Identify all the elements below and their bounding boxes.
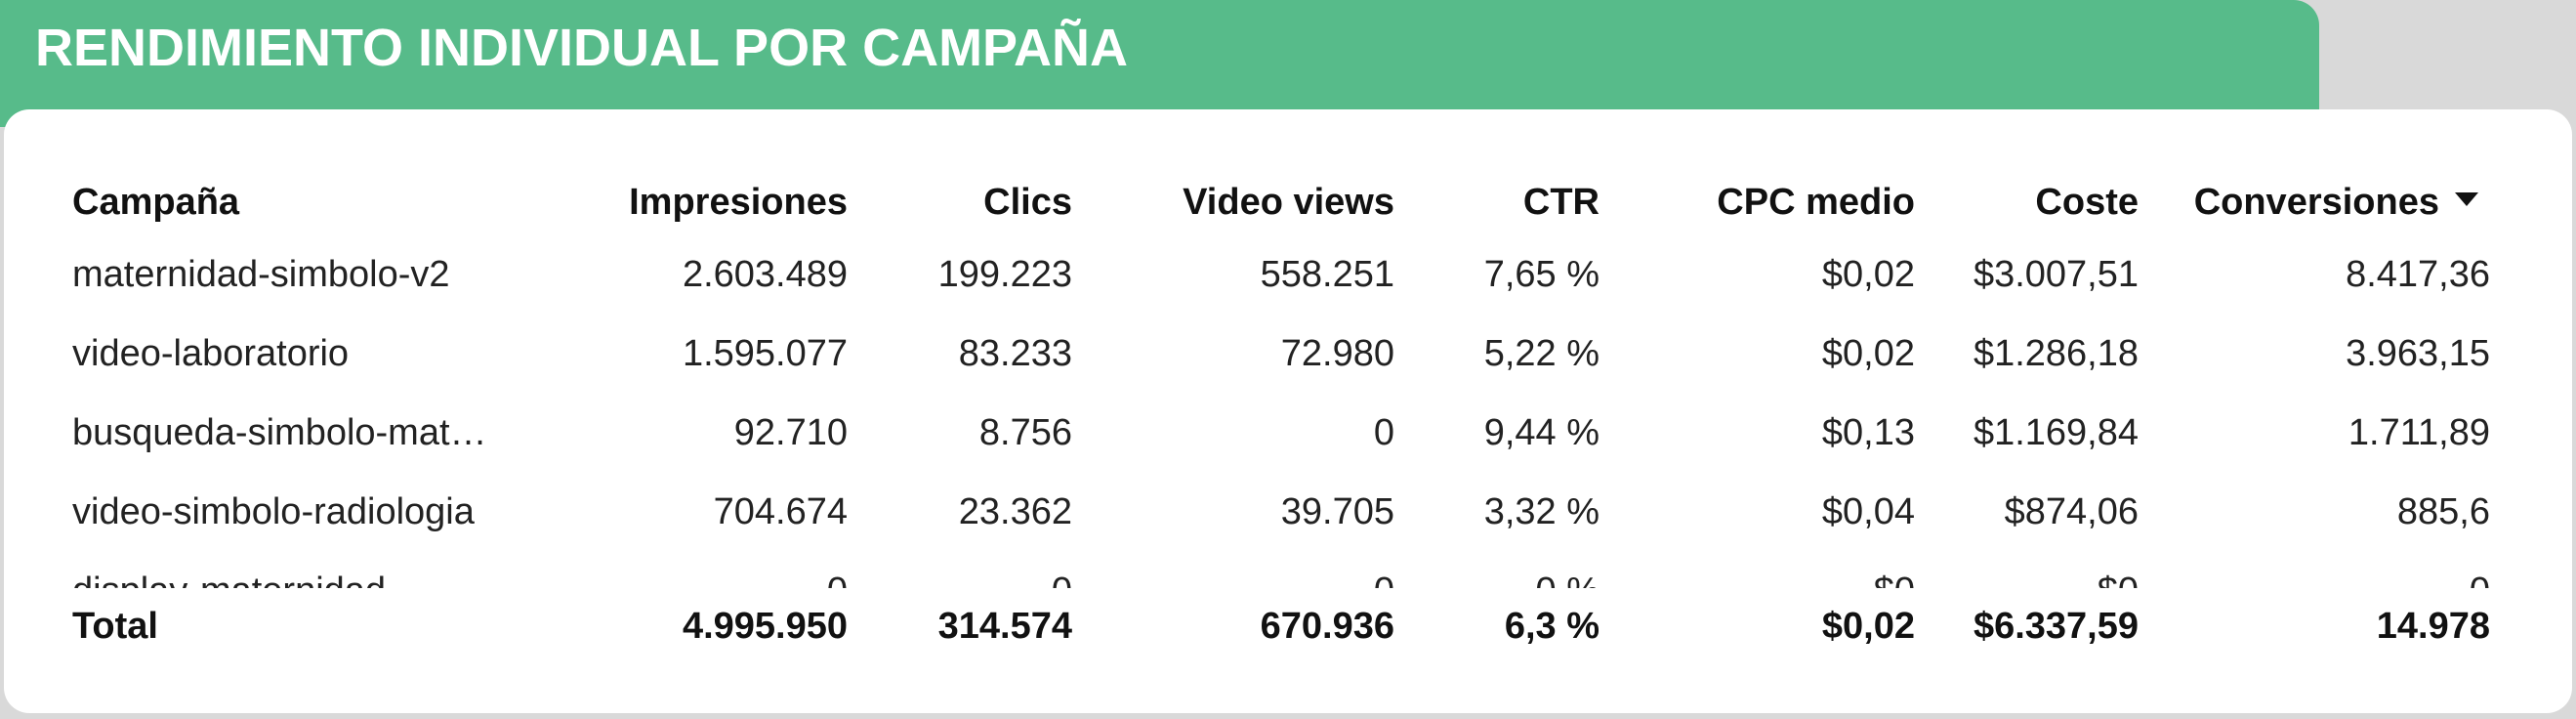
table-cell: display-maternidad [72,569,386,588]
table-cell: 8.417,36 [2346,254,2490,295]
table-cell: 8.756 [978,412,1072,453]
table-cell: 558.251 [1260,254,1394,295]
table-cell: 0 [1052,569,1072,588]
column-header[interactable]: Conversiones [2193,182,2439,223]
table-cell: busqueda-simbolo-mat… [72,412,487,453]
total-cell: 14.978 [2376,606,2490,647]
table-cell: 0 [1374,569,1394,588]
column-header[interactable]: Clics [983,182,1072,223]
table-cell: 1.595.077 [682,333,848,374]
table-card: maternidad-simbolo-v2 2.603.489 199.223 558… [4,109,2572,713]
table-cell: 3,32 % [1483,491,1600,532]
table-cell: 3.963,15 [2346,333,2490,374]
total-cell: 314.574 [937,606,1072,647]
table-cell: 2.603.489 [682,254,848,295]
total-cell: Total [72,606,158,647]
table-cell: 23.362 [958,491,1072,532]
total-cell: 670.936 [1260,606,1394,647]
table-cell: $1.169,84 [1973,412,2139,453]
table-cell: $3.007,51 [1973,254,2139,295]
table-cell: $0 [2098,569,2139,588]
total-cell: $0,02 [1821,606,1915,647]
total-cell: 6,3 % [1504,606,1600,647]
table-cell: 9,44 % [1483,412,1600,453]
total-cell: $6.337,59 [1973,606,2139,647]
title: RENDIMIENTO INDIVIDUAL POR CAMPAÑA [35,19,1129,77]
column-header[interactable]: CPC medio [1717,182,1915,223]
table-cell: $874,06 [2004,491,2139,532]
table-cell: 0 % [1536,569,1600,588]
table-cell: $0,13 [1821,412,1915,453]
table-cell: 1.711,89 [2347,412,2490,453]
table-cell: video-laboratorio [72,333,350,374]
table-cell: 0 [2470,569,2490,588]
sort-arrow[interactable] [2455,192,2478,206]
table-cell: $1.286,18 [1973,333,2139,374]
column-header[interactable]: CTR [1522,182,1600,223]
table-cell: maternidad-simbolo-v2 [72,254,450,295]
table-cell: 72.980 [1280,333,1394,374]
table-cell: $0,04 [1821,491,1915,532]
title-banner: RENDIMIENTO INDIVIDUAL POR CAMPAÑA [0,0,2319,127]
table-cell: 199.223 [937,254,1072,295]
table-cell: 92.710 [733,412,848,453]
column-header[interactable]: Campaña [72,182,240,223]
table-cell: 0 [827,569,848,588]
table-cell: 885,6 [2396,491,2490,532]
table-cell: 7,65 % [1483,254,1600,295]
table-cell: 0 [1373,412,1394,453]
table-cell: 704.674 [713,491,848,532]
column-header[interactable]: Video views [1183,182,1394,223]
table-cell: $0 [1874,569,1915,588]
table-cell: video-simbolo-radiologia [72,491,475,532]
table-body: maternidad-simbolo-v2 2.603.489 199.223 558… [4,246,2572,588]
total-cell: 4.995.950 [682,606,848,647]
table-cell: 83.233 [958,333,1072,374]
table-cell: 39.705 [1280,491,1394,532]
column-header[interactable]: Impresiones [629,182,848,223]
column-header[interactable]: Coste [2035,182,2139,223]
table-cell: $0,02 [1821,333,1915,374]
table-cell: $0,02 [1821,254,1915,295]
table-cell: 5,22 % [1483,333,1600,374]
